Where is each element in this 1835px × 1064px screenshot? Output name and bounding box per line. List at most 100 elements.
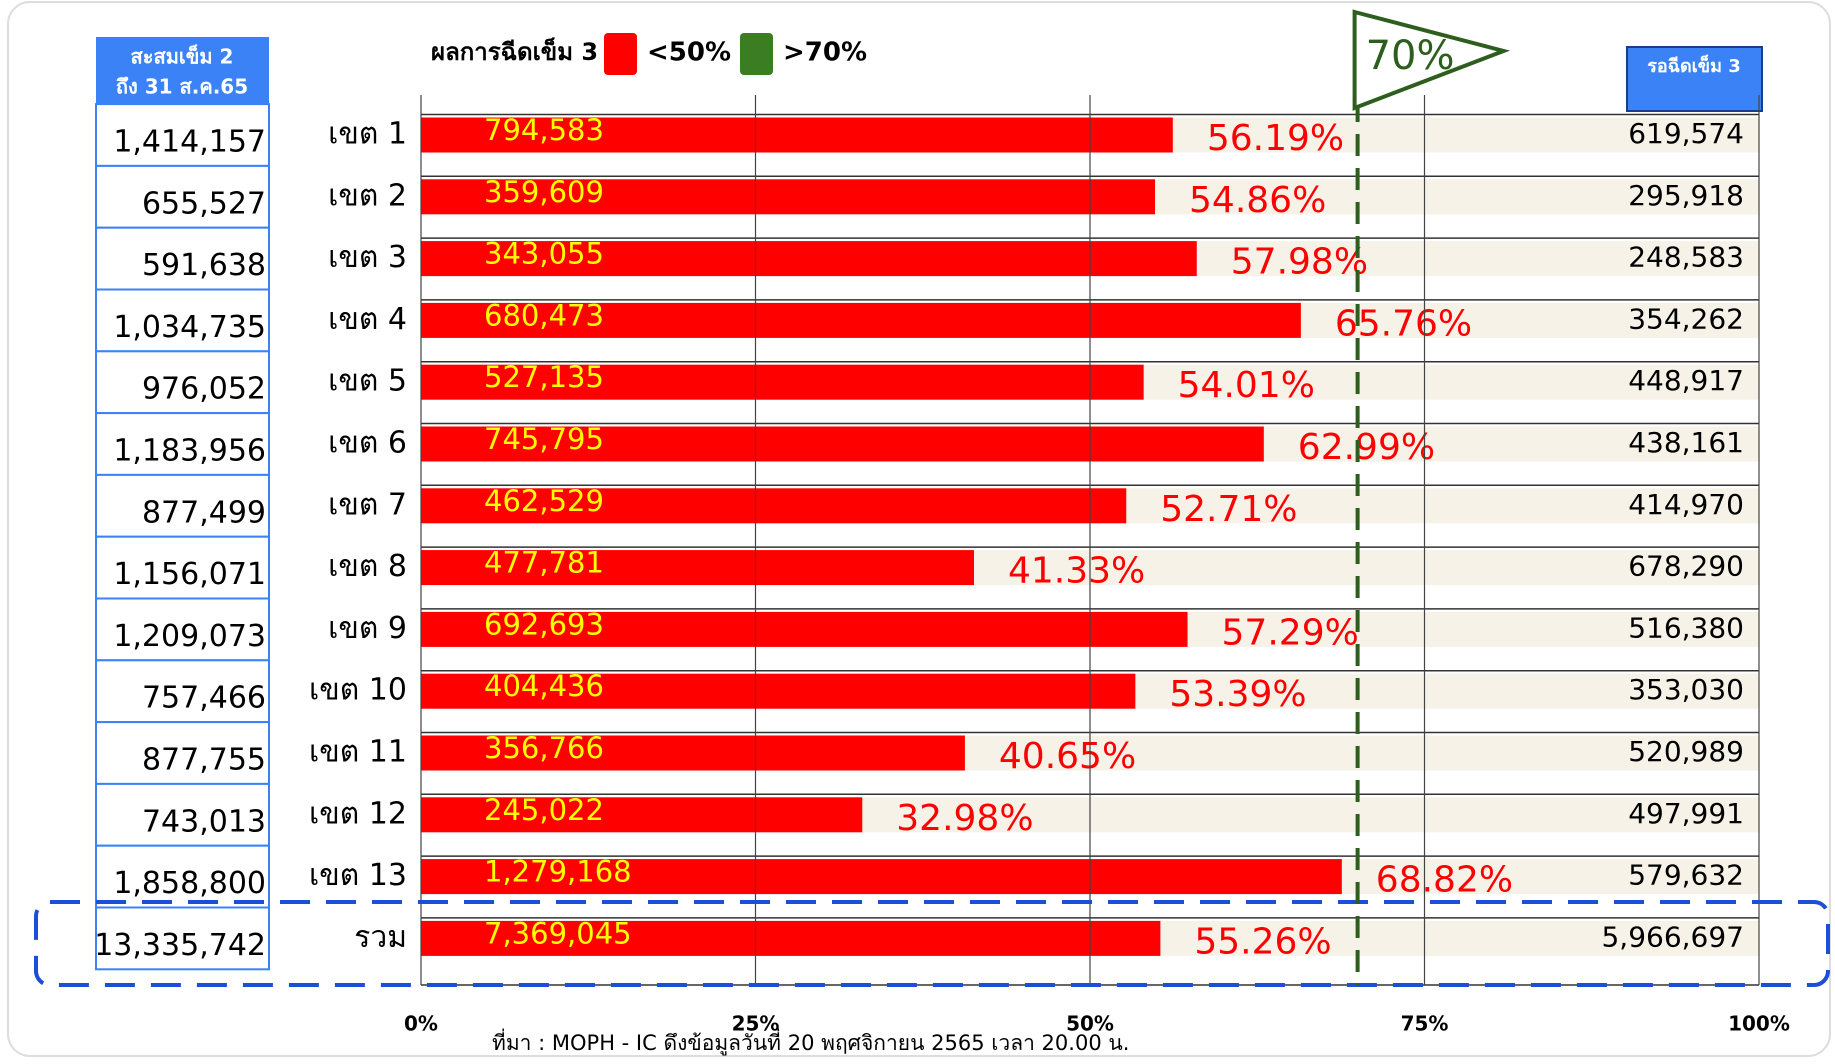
left-value: 757,466 (142, 681, 266, 716)
left-cell (95, 782, 270, 847)
value-label: 52.71% (1160, 489, 1297, 530)
dose3-label: 680,473 (484, 298, 604, 332)
bar (421, 488, 1127, 524)
bar (421, 735, 965, 771)
dose3-label: 692,693 (484, 607, 604, 641)
right-value: 516,380 (1628, 611, 1744, 644)
left-value: 1,156,071 (113, 557, 266, 592)
dose3-label: 794,583 (484, 113, 604, 147)
left-cell (95, 473, 270, 538)
bar (421, 364, 1144, 400)
bar (421, 302, 1301, 338)
dose3-label: 477,781 (484, 546, 604, 580)
value-label: 57.29% (1222, 612, 1359, 653)
bar (421, 179, 1156, 215)
dose3-label: 343,055 (484, 237, 604, 271)
total-highlight (34, 900, 1830, 987)
left-header: ถึง 31 ส.ค.65 (116, 75, 248, 99)
right-header-box (1626, 46, 1763, 112)
left-cell (95, 721, 270, 785)
left-value: 976,052 (142, 372, 266, 407)
category-label: เขต 3 (328, 240, 407, 275)
right-value: 619,574 (1628, 117, 1744, 150)
category-label: เขต 10 (309, 673, 407, 708)
right-header: รอฉีดเข็ม 3 (1647, 54, 1741, 77)
category-label: เขต 8 (328, 549, 407, 584)
dose3-label: 245,022 (484, 793, 604, 827)
right-value: 295,918 (1628, 179, 1744, 212)
panel (7, 1, 1831, 1057)
left-cell (95, 906, 270, 971)
legend-swatch (740, 33, 773, 75)
category-label: เขต 11 (309, 735, 407, 770)
right-value: 5,966,697 (1601, 920, 1744, 953)
value-label: 41.33% (1008, 551, 1145, 592)
dose3-label: 462,529 (484, 484, 604, 518)
x-tick-label: 50% (1066, 1012, 1114, 1036)
dose3-label: 1,279,168 (484, 855, 632, 889)
value-label: 40.65% (999, 736, 1136, 777)
dose3-label: 745,795 (484, 422, 604, 456)
left-value: 743,013 (142, 804, 266, 839)
left-cell (95, 288, 270, 353)
legend-title: ผลการฉีดเข็ม 3 (431, 37, 598, 66)
right-value: 353,030 (1628, 673, 1744, 706)
dose3-label: 7,369,045 (484, 916, 632, 950)
value-label: 62.99% (1298, 427, 1435, 468)
x-tick-label: 75% (1401, 1012, 1449, 1036)
legend-label: >70% (783, 38, 867, 68)
bar (421, 426, 1264, 462)
dose3-label: 404,436 (484, 669, 604, 703)
right-value: 520,989 (1628, 735, 1744, 768)
category-label: เขต 12 (309, 796, 407, 831)
left-value: 13,335,742 (94, 928, 266, 963)
source-note: ที่มา : MOPH - IC ดึงข้อมูลวันที่ 20 พฤศ… (492, 1028, 1129, 1056)
left-value: 1,183,956 (113, 434, 266, 469)
target-flag (1352, 9, 1511, 111)
right-value: 448,917 (1628, 364, 1744, 397)
right-value: 438,161 (1628, 426, 1744, 459)
value-label: 55.26% (1194, 921, 1331, 962)
left-cell (95, 103, 270, 167)
category-label: รวม (354, 920, 407, 955)
left-value: 1,209,073 (113, 619, 266, 654)
target-label: 70% (1366, 33, 1455, 79)
dose3-label: 359,609 (484, 175, 604, 209)
left-value: 877,755 (142, 743, 266, 778)
left-cell (95, 535, 270, 600)
category-label: เขต 13 (309, 858, 407, 893)
category-label: เขต 9 (328, 611, 407, 646)
value-label: 68.82% (1376, 860, 1513, 901)
bar (421, 859, 1342, 895)
category-label: เขต 5 (328, 364, 407, 399)
left-header: สะสมเข็ม 2 (131, 44, 234, 69)
category-label: เขต 7 (328, 487, 407, 522)
category-label: เขต 6 (328, 426, 407, 461)
value-label: 54.86% (1189, 180, 1326, 221)
left-cell (95, 350, 270, 415)
right-value: 248,583 (1628, 241, 1744, 274)
bar (421, 797, 863, 833)
right-value: 354,262 (1628, 302, 1744, 335)
left-value: 591,638 (142, 248, 266, 283)
left-cell (95, 226, 270, 291)
left-header-box (96, 37, 269, 109)
right-value: 678,290 (1628, 550, 1744, 583)
x-tick-label: 100% (1728, 1012, 1790, 1036)
right-value: 579,632 (1628, 859, 1744, 892)
left-value: 1,858,800 (113, 866, 266, 901)
left-cell (95, 844, 270, 909)
value-label: 56.19% (1207, 118, 1344, 159)
category-label: เขต 2 (328, 178, 407, 213)
bar (421, 550, 974, 586)
left-value: 1,414,157 (113, 125, 266, 160)
category-label: เขต 4 (328, 302, 407, 337)
category-label: เขต 1 (328, 117, 407, 152)
left-value: 877,499 (142, 495, 266, 530)
dose3-label: 356,766 (484, 731, 604, 765)
bar (421, 241, 1197, 277)
x-tick-label: 0% (404, 1012, 438, 1036)
dose3-label: 527,135 (484, 360, 604, 394)
legend-swatch (604, 33, 637, 75)
